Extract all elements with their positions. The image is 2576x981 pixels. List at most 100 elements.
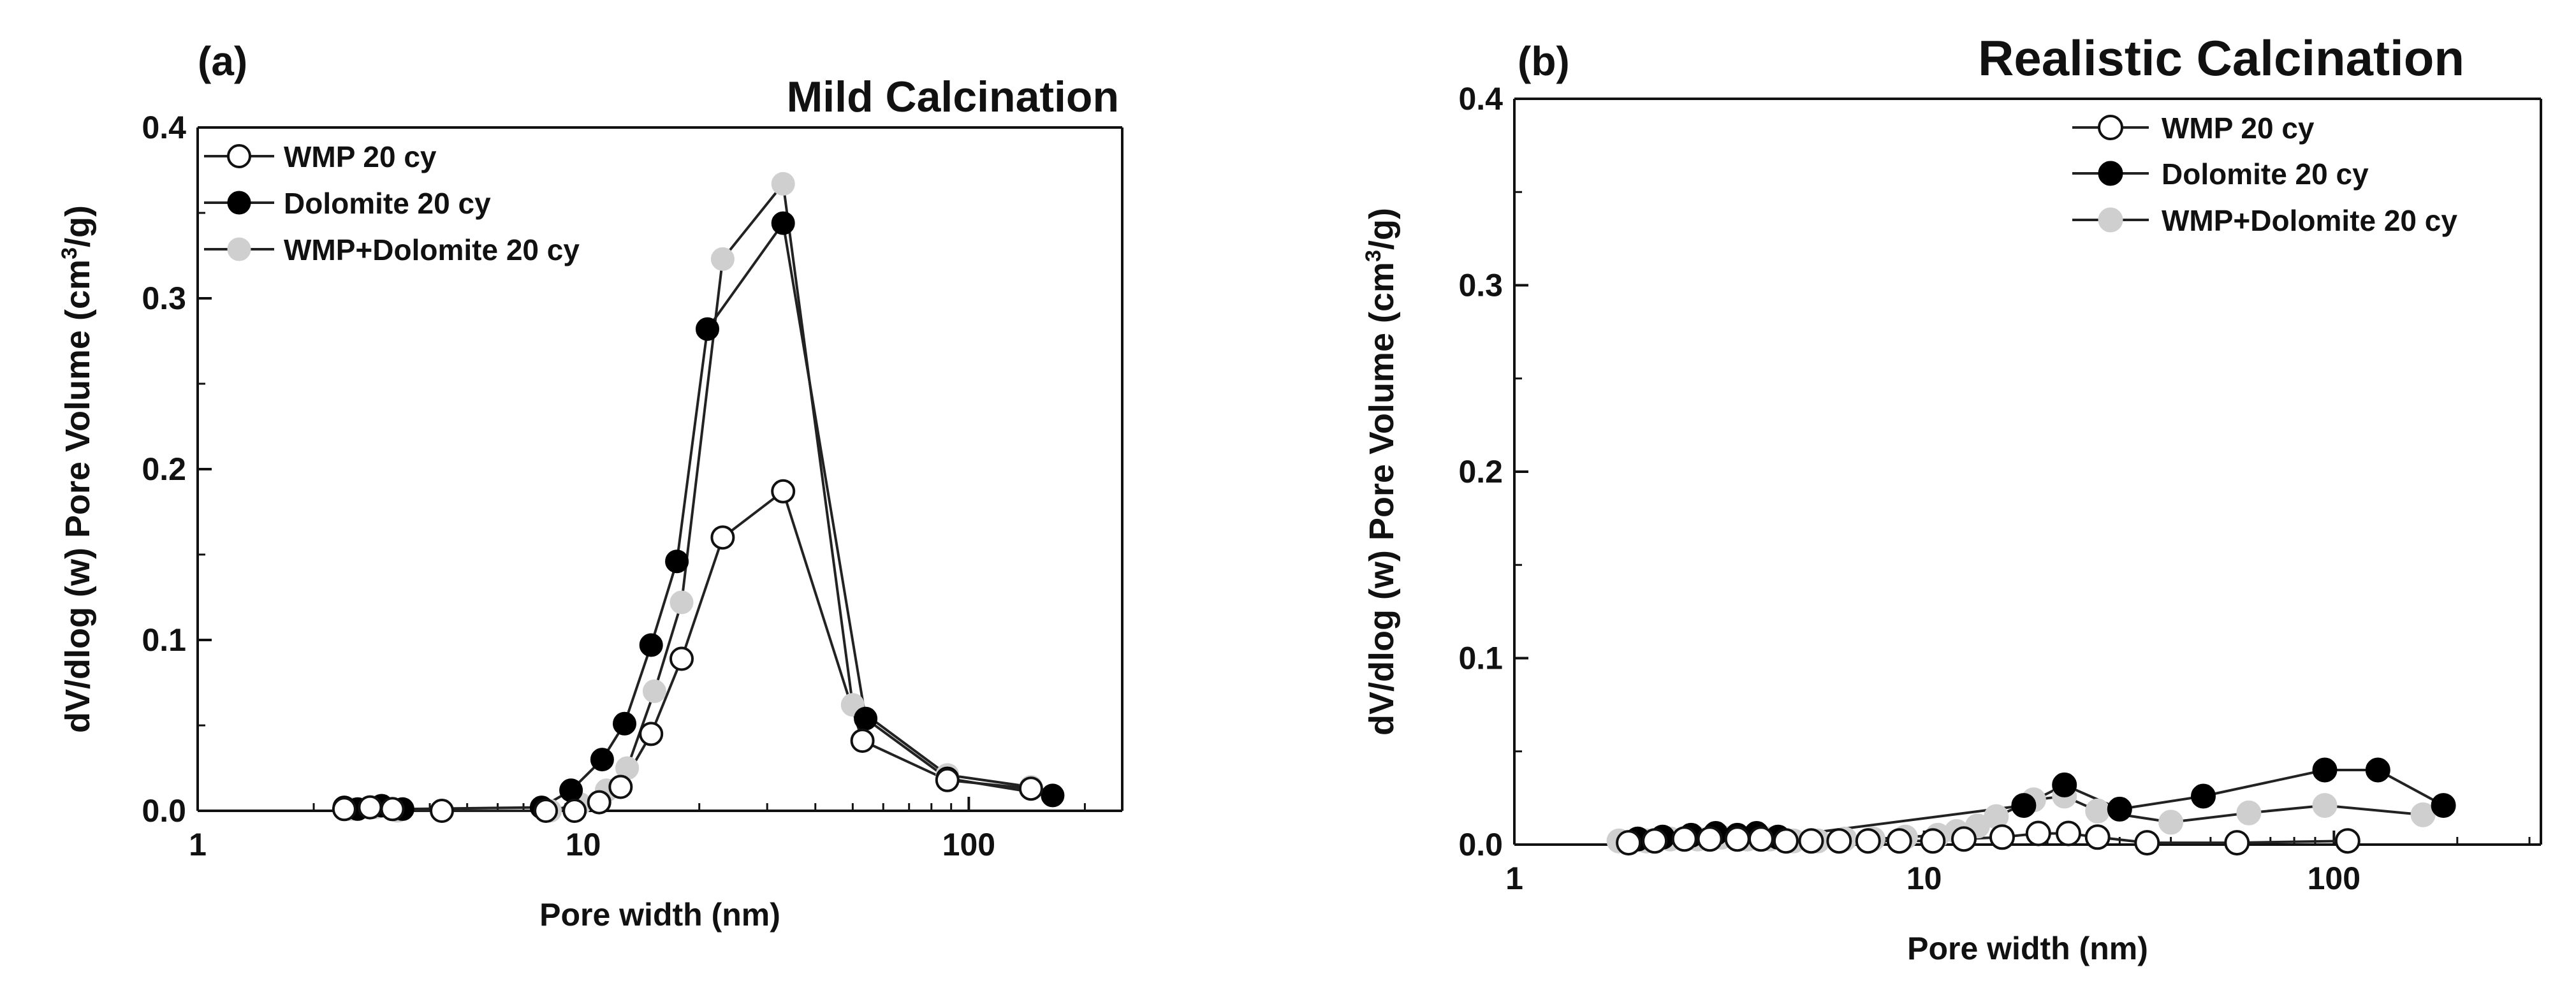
panel-a-point-wmp — [380, 797, 405, 822]
panel-b-y-label-tail: /g) — [1363, 208, 1401, 250]
panel-b-point-dolomite — [2191, 783, 2216, 809]
panel-a-series-points — [332, 171, 1065, 823]
panel-b-point-mix — [2236, 800, 2262, 825]
panel-b-x-axis-label: Pore width (nm) — [1907, 931, 2148, 966]
panel-a-x-tick-label: 1 — [189, 827, 207, 862]
panel-b-point-wmp — [1826, 828, 1852, 854]
panel-a-point-mix — [771, 171, 795, 196]
panel-b-point-mix — [2158, 810, 2184, 835]
panel-a-x-tick-label: 10 — [566, 827, 601, 862]
panel-b-point-wmp — [1920, 828, 1946, 854]
panel-b-y-tick-label: 0.4 — [1458, 81, 1503, 117]
panel-a-point-dolomite — [665, 549, 689, 574]
panel-b-point-wmp — [1773, 828, 1799, 854]
panel-a-point-wmp — [771, 479, 796, 504]
panel-b-y-label-main: dV/dlog (w) Pore Volume (cm — [1363, 262, 1401, 736]
panel-a-x-axis-label: Pore width (nm) — [539, 897, 780, 933]
panel-a-y-tick-label: 0.1 — [142, 622, 186, 658]
panel-a-point-dolomite — [559, 778, 583, 803]
panel-b-y-tick-label: 0.2 — [1458, 454, 1503, 490]
panel-b-point-wmp — [1748, 826, 1774, 852]
panel-b-point-wmp — [1697, 826, 1723, 852]
panel-a-label: (a) — [198, 38, 247, 84]
panel-a-legend-label-dolomite: Dolomite 20 cy — [284, 187, 491, 220]
panel-b-point-dolomite — [2107, 796, 2132, 822]
panel-a-point-mix — [670, 590, 694, 614]
panel-a-legend-marker-wmp — [227, 144, 251, 168]
panel-a-y-ticks: 0.0 0.1 0.2 0.3 0.4 — [142, 110, 212, 829]
panel-a-y-label-tail: /g) — [59, 205, 97, 247]
panel-b-legend-label-wmp: WMP 20 cy — [2162, 112, 2315, 145]
panel-a-legend-item-wmp: WMP 20 cy — [204, 140, 437, 173]
panel-a-legend-label-wmp: WMP 20 cy — [284, 140, 437, 173]
panel-a-y-tick-label: 0.0 — [142, 793, 186, 829]
panel-a-point-wmp — [562, 799, 587, 823]
panel-a-legend-marker-dolomite — [227, 191, 251, 215]
panel-b-legend-label-dolomite: Dolomite 20 cy — [2162, 157, 2369, 191]
panel-a-y-tick-label: 0.3 — [142, 280, 186, 316]
panel-b-point-wmp — [2224, 830, 2250, 856]
panel-b-point-wmp — [2025, 820, 2051, 847]
panel-b-point-wmp — [2134, 830, 2160, 856]
panel-b-y-tick-label: 0.0 — [1458, 827, 1503, 862]
panel-a-point-dolomite — [613, 711, 636, 736]
panel-b-title: Realistic Calcination — [1978, 30, 2464, 86]
panel-a-title: Mild Calcination — [787, 73, 1119, 121]
panel-b-point-wmp — [1642, 828, 1668, 854]
panel-b-y-axis-label: dV/dlog (w) Pore Volume (cm3/g) — [1361, 208, 1401, 736]
panel-a-point-wmp — [935, 767, 960, 792]
panel-a-y-axis-label: dV/dlog (w) Pore Volume (cm3/g) — [57, 205, 97, 733]
panel-b-point-mix — [2410, 802, 2436, 827]
panel-a-point-wmp — [332, 797, 356, 822]
panel-b-point-wmp — [2334, 828, 2360, 854]
panel-b-point-wmp — [1671, 826, 1697, 852]
panel-b-point-wmp — [1724, 826, 1750, 852]
panel-a-legend: WMP 20 cy Dolomite 20 cy WMP+Dolomite 20… — [204, 140, 580, 266]
panel-b-y-tick-label: 0.1 — [1458, 641, 1503, 676]
panel-b-x-tick-label: 1 — [1505, 861, 1523, 896]
panel-a-point-wmp — [358, 795, 383, 820]
panel-a-point-dolomite — [639, 633, 663, 657]
panel-a-point-wmp — [639, 722, 664, 746]
panel-b-x-ticks: 1 10 100 — [1505, 831, 2531, 896]
panel-a-point-dolomite — [854, 706, 878, 730]
panel-b-x-tick-label: 100 — [2308, 861, 2360, 896]
panel-b-point-wmp — [1951, 826, 1977, 852]
panel-b-plot-area: 1 10 100 0.0 0.1 0.2 0.3 0.4 — [1458, 81, 2542, 896]
panel-a-legend-item-mix: WMP+Dolomite 20 cy — [204, 233, 580, 266]
panel-b-point-wmp — [1855, 828, 1881, 854]
panel-b-legend-item-dolomite: Dolomite 20 cy — [2072, 157, 2369, 191]
panel-b-legend-item-mix: WMP+Dolomite 20 cy — [2072, 204, 2457, 237]
panel-b: (b) Realistic Calcination 1 10 100 0.00.10… — [1361, 30, 2542, 966]
panel-a-point-mix — [710, 247, 735, 271]
panel-b-legend-item-wmp: WMP 20 cy — [2072, 112, 2315, 145]
panel-b-legend: WMP 20 cy Dolomite 20 cy WMP+Dolomite 20… — [2072, 112, 2457, 237]
panel-b-point-wmp — [2084, 824, 2111, 850]
panel-b-label: (b) — [1518, 38, 1570, 84]
panel-a-legend-marker-mix — [227, 237, 251, 261]
panel-a-legend-item-dolomite: Dolomite 20 cy — [204, 187, 491, 220]
panel-a: (a) Mild Calcination 1 10 100 0.0 0.1 0.2 0.3… — [57, 38, 1123, 933]
panel-a-point-wmp — [710, 525, 735, 550]
panel-a-point-wmp — [534, 799, 559, 823]
panel-a-x-ticks: 1 10 100 — [189, 797, 1086, 862]
panel-a-y-label-main: dV/dlog (w) Pore Volume (cm — [59, 259, 97, 733]
panel-a-point-wmp — [670, 646, 694, 671]
panel-a-point-dolomite — [1041, 783, 1065, 808]
panel-b-legend-label-mix: WMP+Dolomite 20 cy — [2162, 204, 2457, 237]
panel-b-point-dolomite — [2011, 793, 2037, 818]
panel-a-legend-label-mix: WMP+Dolomite 20 cy — [284, 233, 580, 266]
panel-a-point-wmp — [587, 790, 611, 815]
panel-a-point-dolomite — [771, 211, 795, 235]
panel-b-legend-marker-dolomite — [2098, 161, 2123, 186]
panel-a-point-wmp — [850, 729, 875, 753]
panel-a-point-dolomite — [696, 317, 719, 341]
panel-b-point-dolomite — [2365, 757, 2390, 783]
panel-b-y-tick-label: 0.3 — [1458, 268, 1503, 303]
panel-a-point-wmp — [1018, 776, 1043, 801]
panel-b-y-ticks: 0.0 0.1 0.2 0.3 0.4 — [1458, 81, 1528, 862]
panel-b-series-points — [1606, 757, 2456, 856]
panel-b-point-mix — [2312, 793, 2338, 818]
panel-a-y-tick-label: 0.2 — [142, 451, 186, 487]
